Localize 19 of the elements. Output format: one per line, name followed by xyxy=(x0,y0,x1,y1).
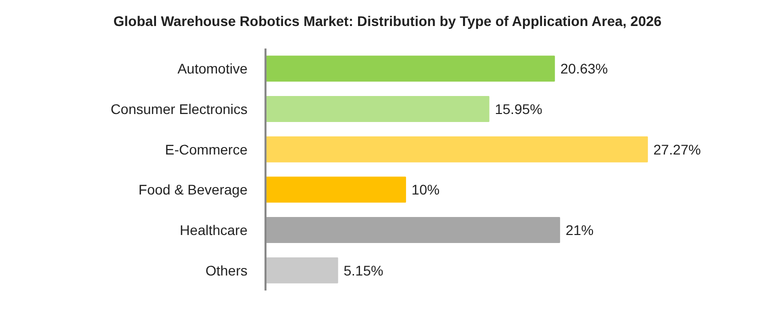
y-tick-label: Automotive xyxy=(177,60,248,77)
data-label: 5.15% xyxy=(344,262,384,278)
y-tick-label: Others xyxy=(205,262,248,278)
y-tick-label: Consumer Electronics xyxy=(110,101,248,117)
y-tick-label: Healthcare xyxy=(180,222,248,238)
chart-title: Global Warehouse Robotics Market: Distribution by Type of Application Area, 2026 xyxy=(113,12,662,31)
bar xyxy=(266,56,555,82)
data-label: 15.95% xyxy=(494,101,542,117)
bar xyxy=(266,176,406,203)
data-label: 27.27% xyxy=(653,141,701,158)
bar xyxy=(266,257,338,284)
data-label: 21% xyxy=(566,222,594,238)
data-label: 10% xyxy=(412,182,440,198)
data-label: 20.63% xyxy=(560,60,608,77)
y-tick-label: E-Commerce xyxy=(165,141,248,158)
bar xyxy=(266,136,648,162)
bar xyxy=(266,216,560,244)
y-tick-label: Food & Beverage xyxy=(138,182,248,198)
bar xyxy=(266,96,490,122)
